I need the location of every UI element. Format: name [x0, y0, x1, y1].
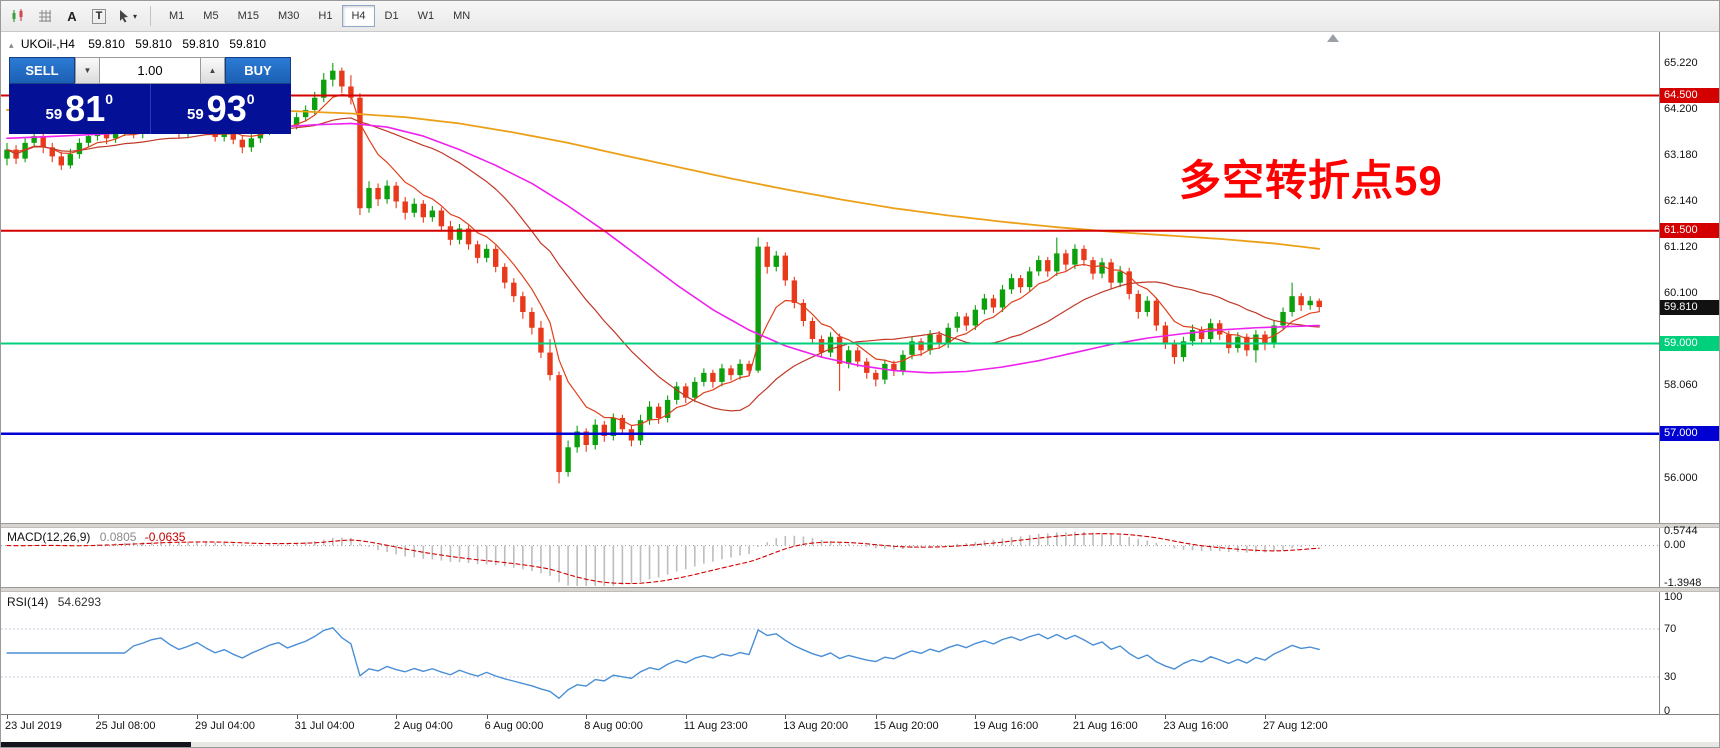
main-toolbar: A T ▾ M1 M5 M15 M30 H1 H4 D1 W1 MN [1, 1, 1719, 32]
sell-price-pips: 81 [65, 88, 106, 129]
macd-panel-separator[interactable] [1, 523, 1719, 528]
timeframe-D1[interactable]: D1 [376, 5, 408, 27]
volume-down-button[interactable]: ▼ [75, 57, 100, 84]
buy-price-display[interactable]: 59 93 0 [149, 84, 292, 134]
trade-controls-row: SELL ▼ ▲ BUY [9, 57, 291, 84]
buy-price-units: 59 [186, 105, 204, 123]
time-axis-line [1, 714, 1719, 715]
buy-button[interactable]: BUY [225, 57, 291, 84]
bottom-strip [1, 742, 1719, 747]
timeframe-M5[interactable]: M5 [194, 5, 227, 27]
macd-name: MACD(12,26,9) [7, 530, 91, 544]
trade-prices-row: 59 81 0 59 93 0 [9, 84, 291, 134]
cursor-tool-icon[interactable]: ▾ [113, 4, 141, 28]
chart-shift-marker [1327, 34, 1339, 42]
candlestick-chart-icon[interactable] [5, 4, 31, 28]
timeframe-M1[interactable]: M1 [160, 5, 193, 27]
rsi-name: RSI(14) [7, 595, 49, 609]
timeframe-M30[interactable]: M30 [269, 5, 308, 27]
rsi-panel-separator[interactable] [1, 587, 1719, 592]
volume-input[interactable] [100, 57, 200, 84]
dropdown-caret-icon: ▾ [133, 11, 138, 21]
buy-price-point: 0 [246, 91, 255, 107]
chart-header: ▴ UKOil-,H4 59.810 59.810 59.810 59.810 [9, 37, 273, 51]
timeframe-W1[interactable]: W1 [409, 5, 444, 27]
indicators-layer [1, 531, 1659, 699]
volume-up-button[interactable]: ▲ [200, 57, 225, 84]
grid-icon[interactable] [32, 4, 58, 28]
timeframe-MN[interactable]: MN [444, 5, 479, 27]
timeframe-H4[interactable]: H4 [342, 5, 375, 27]
text-tool-label: A [67, 8, 77, 24]
label-tool-label: T [91, 8, 107, 24]
label-tool-icon[interactable]: T [86, 4, 112, 28]
macd-label: MACD(12,26,9) 0.0805 -0.0635 [7, 530, 185, 544]
high-value: 59.810 [135, 37, 172, 51]
symbol-period-label: UKOil-,H4 [20, 37, 75, 51]
sell-button[interactable]: SELL [9, 57, 75, 84]
sell-price-point: 0 [105, 91, 114, 107]
open-value: 59.810 [88, 37, 125, 51]
macd-main-value: 0.0805 [99, 530, 137, 544]
sell-price-display[interactable]: 59 81 0 [9, 84, 150, 134]
timeframe-group: M1 M5 M15 M30 H1 H4 D1 W1 MN [160, 5, 479, 27]
timeframe-M15[interactable]: M15 [229, 5, 268, 27]
low-value: 59.810 [182, 37, 220, 51]
taskbar-fragment [1, 742, 191, 747]
buy-price-pips: 93 [206, 88, 247, 129]
timeframe-H1[interactable]: H1 [309, 5, 341, 27]
close-value: 59.810 [229, 37, 267, 51]
toolbar-separator [150, 6, 152, 26]
sell-price-units: 59 [45, 105, 63, 123]
rsi-value: 54.6293 [57, 595, 102, 609]
rsi-label: RSI(14) 54.6293 [7, 595, 101, 609]
text-tool-icon[interactable]: A [59, 4, 85, 28]
expand-panel-icon[interactable]: ▴ [9, 40, 14, 50]
chart-annotation: 多空转折点59 [1179, 157, 1443, 204]
macd-signal-value: -0.0635 [144, 530, 186, 544]
moving-averages-layer [6, 94, 1321, 427]
